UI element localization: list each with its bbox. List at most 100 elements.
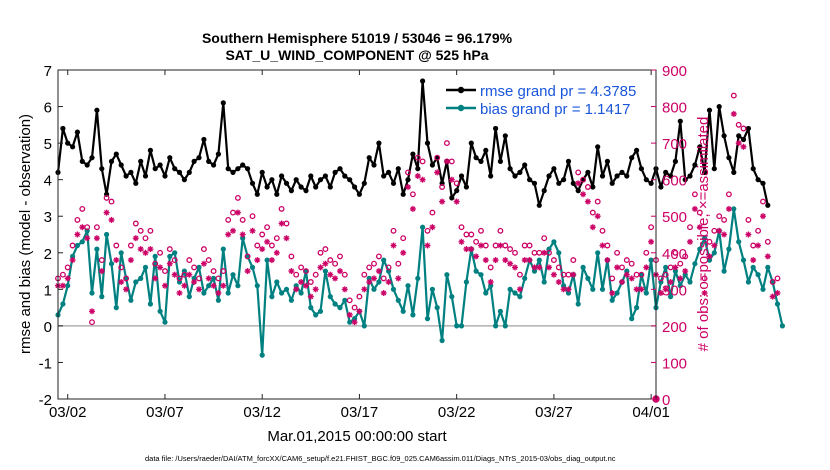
bias-point — [152, 253, 158, 259]
obs-assimilated-marker — [366, 279, 373, 285]
obs-assimilated-stroke — [760, 213, 766, 219]
rmse-point — [551, 166, 557, 172]
bias-point — [172, 250, 178, 256]
obs-assimilated-stroke — [697, 224, 703, 230]
obs-assimilated-stroke — [458, 239, 465, 245]
obs-assimilated-marker — [273, 249, 280, 256]
obs-assimilated-marker — [716, 227, 723, 234]
rmse-point — [240, 162, 246, 168]
obs-assimilated-stroke — [167, 261, 173, 267]
bias-point — [186, 294, 192, 300]
rmse-point — [74, 129, 80, 135]
obs-assimilated-marker — [322, 260, 329, 267]
obs-assimilated-stroke — [429, 224, 435, 230]
bias-point — [293, 283, 299, 289]
obs-assimilated-marker — [667, 279, 674, 285]
obs-possible-marker — [507, 246, 514, 253]
obs-assimilated-marker — [434, 169, 441, 176]
obs-assimilated-marker — [113, 257, 120, 264]
obs-assimilated-marker — [478, 242, 484, 249]
bias-point — [672, 268, 679, 274]
bias-point — [371, 286, 377, 292]
obs-assimilated-marker — [244, 268, 251, 275]
obs-possible-marker — [196, 275, 202, 282]
rmse-point — [449, 195, 455, 201]
rmse-point — [706, 107, 713, 113]
bias-point — [682, 272, 688, 278]
rmse-point — [410, 151, 416, 157]
obs-assimilated-stroke — [104, 210, 110, 216]
obs-assimilated-marker — [512, 264, 518, 271]
obs-possible-marker — [434, 154, 441, 161]
rmse-point — [181, 177, 187, 183]
bias-point — [634, 305, 640, 311]
obs-possible-marker — [512, 249, 518, 256]
obs-possible-marker — [244, 253, 251, 260]
obs-assimilated-marker — [191, 279, 198, 285]
footer-data-file: data file: /Users/raeder/DAI/ATM_forcXX/… — [145, 454, 616, 463]
rmse-point — [468, 140, 474, 146]
obs-assimilated-marker — [205, 275, 212, 282]
bias-point — [740, 257, 747, 263]
obs-possible-marker — [59, 271, 66, 278]
bias-point — [512, 290, 518, 296]
obs-possible-marker — [127, 242, 134, 249]
y-left-tick-label: 1 — [44, 282, 52, 299]
rmse-point — [249, 180, 256, 186]
rmse-point — [561, 177, 567, 183]
obs-assimilated-stroke — [400, 250, 406, 256]
obs-assimilated-stroke — [410, 206, 416, 212]
obs-possible-marker — [725, 191, 732, 198]
bias-point — [322, 268, 328, 274]
rmse-point — [254, 191, 260, 197]
rmse-point — [415, 166, 421, 172]
rmse-point — [536, 202, 542, 208]
bias-point — [361, 323, 367, 329]
rmse-point — [429, 162, 435, 168]
bias-point — [240, 235, 246, 241]
obs-assimilated-marker — [439, 198, 446, 205]
obs-assimilated-marker — [181, 282, 188, 289]
obs-assimilated-marker — [502, 257, 509, 264]
obs-possible-marker — [278, 205, 285, 212]
obs-assimilated-marker — [259, 246, 266, 253]
obs-assimilated-marker — [142, 249, 149, 256]
y-right-tick-label: 500 — [662, 209, 687, 226]
rmse-point — [405, 177, 411, 183]
obs-possible-marker — [419, 158, 426, 165]
obs-possible-marker — [327, 257, 334, 264]
bias-point — [342, 297, 348, 303]
obs-possible-marker — [220, 268, 227, 275]
obs-assimilated-stroke — [634, 286, 640, 292]
obs-assimilated-stroke — [711, 242, 717, 249]
bias-point — [677, 283, 683, 289]
rmse-point — [517, 169, 523, 175]
rmse-point — [556, 180, 562, 186]
bias-point — [497, 308, 503, 314]
rmse-point — [142, 173, 149, 179]
obs-possible-marker — [764, 238, 771, 245]
bias-point — [706, 257, 713, 263]
rmse-point — [478, 158, 484, 164]
legend-bias-label: bias grand pr = 1.1417 — [480, 101, 631, 118]
bias-point — [434, 305, 440, 311]
rmse-point — [371, 162, 377, 168]
obs-assimilated-marker — [453, 198, 460, 205]
obs-possible-marker — [735, 121, 742, 128]
obs-possible-marker — [730, 92, 737, 99]
bias-point — [473, 268, 479, 274]
obs-assimilated-marker — [118, 279, 125, 285]
obs-assimilated-marker — [234, 209, 241, 216]
obs-assimilated-marker — [458, 238, 465, 245]
bias-point — [65, 283, 71, 289]
rmse-point — [541, 188, 547, 194]
obs-assimilated-marker — [584, 198, 591, 205]
obs-assimilated-stroke — [522, 257, 528, 263]
rmse-point — [420, 78, 426, 84]
bias-point — [215, 297, 221, 303]
rmse-point — [361, 180, 367, 186]
bias-point — [327, 294, 333, 300]
obs-assimilated-marker — [332, 275, 339, 282]
obs-assimilated-stroke — [599, 242, 606, 249]
obs-assimilated-marker — [760, 213, 766, 220]
